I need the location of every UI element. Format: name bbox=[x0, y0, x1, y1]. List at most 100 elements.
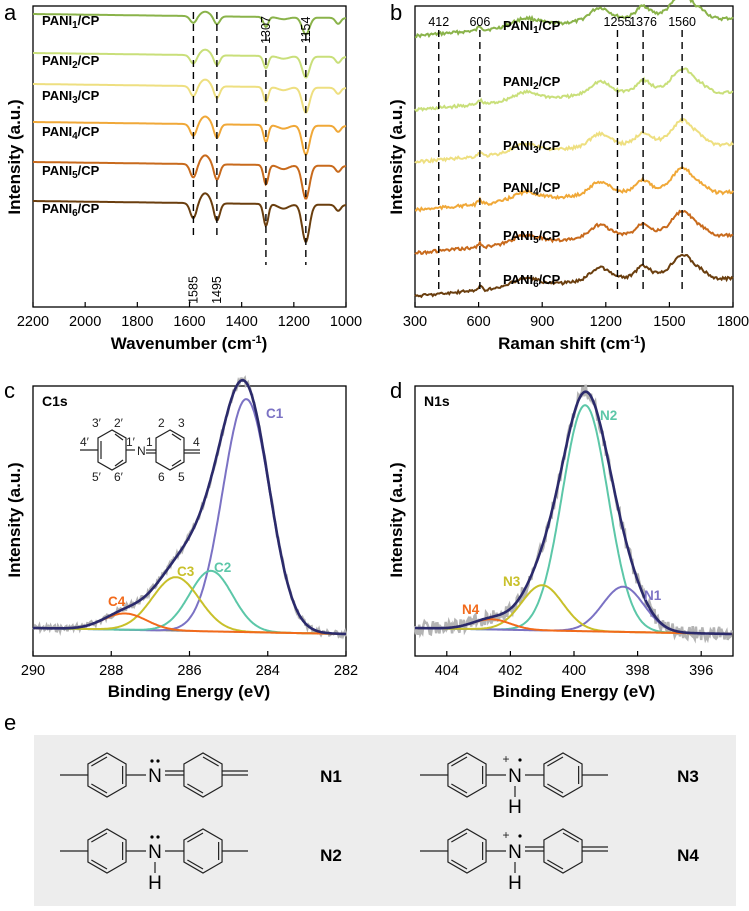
series-label-base: PANI bbox=[503, 138, 533, 153]
panel-label-a: a bbox=[4, 0, 17, 25]
series-label-sub: 2 bbox=[533, 81, 539, 92]
tick-label-d: 398 bbox=[625, 663, 649, 679]
atom-hydrogen: H bbox=[508, 797, 522, 818]
series-label-a: PANI2/CP bbox=[42, 53, 100, 71]
x-axis-title-b: Raman shift (cm-1) bbox=[498, 334, 646, 353]
charge-plus: + bbox=[502, 828, 509, 842]
double-bond bbox=[451, 859, 468, 870]
series-label-base: PANI bbox=[503, 272, 533, 287]
series-line-b bbox=[414, 0, 734, 39]
double-bond bbox=[451, 756, 468, 767]
inset-label: 2 bbox=[158, 416, 165, 430]
double-bond bbox=[91, 859, 108, 870]
series-line-b bbox=[414, 209, 734, 256]
charge-plus: + bbox=[502, 752, 509, 766]
inset-double-bond bbox=[171, 459, 182, 467]
series-label-sub: 2 bbox=[72, 60, 78, 71]
inset-molecule bbox=[80, 429, 200, 471]
tick-label-b: 300 bbox=[403, 314, 427, 330]
inset-label: 6′ bbox=[114, 470, 124, 484]
tick-label-d: 402 bbox=[498, 663, 522, 679]
series-label-base: PANI bbox=[42, 88, 72, 103]
series-label-tail: /CP bbox=[78, 124, 100, 139]
series-line-b bbox=[414, 117, 734, 165]
series-label-sub: 4 bbox=[533, 187, 539, 198]
atom-nitrogen: N bbox=[508, 766, 522, 787]
panel-d: d N2 N1 N3 N4 404 402 400 398 396 N1s Intensity… bbox=[387, 378, 734, 701]
double-bond bbox=[547, 859, 564, 870]
series-label-tail: /CP bbox=[539, 138, 561, 153]
benzene-ring bbox=[447, 828, 487, 874]
benzene-ring bbox=[543, 828, 583, 874]
benzene-ring bbox=[183, 752, 223, 798]
double-bond bbox=[187, 783, 204, 794]
tick-label-b: 1800 bbox=[717, 314, 749, 330]
tick-label-a: 1600 bbox=[173, 314, 205, 330]
x-axis-title-d: Binding Energy (eV) bbox=[493, 682, 655, 701]
series-label-b: PANI5/CP bbox=[503, 228, 561, 246]
series-label-base: PANI bbox=[42, 163, 72, 178]
x-ticks-d: 404 402 400 398 396 bbox=[435, 651, 713, 679]
structure-label: N2 bbox=[320, 846, 342, 865]
y-axis-title-d: Intensity (a.u.) bbox=[387, 462, 406, 577]
series-label-tail: /CP bbox=[539, 272, 561, 287]
x-ticks-a: 2200 2000 1800 1600 1400 1200 1000 bbox=[17, 302, 362, 330]
peak-markers-a: 1585 1495 1307 1154 bbox=[186, 12, 313, 304]
double-bond bbox=[451, 783, 468, 794]
series-label-base: PANI bbox=[503, 180, 533, 195]
atom-nitrogen: N bbox=[148, 766, 162, 787]
inset-label: 3 bbox=[178, 416, 185, 430]
series-label-b: PANI6/CP bbox=[503, 272, 561, 290]
inset-label: 4 bbox=[193, 435, 200, 449]
inset-ring-right bbox=[155, 429, 185, 471]
chart-title-c: C1s bbox=[42, 393, 68, 409]
lone-pair-dot bbox=[156, 759, 160, 763]
radical-dot bbox=[518, 834, 522, 838]
peak-label-a: 1495 bbox=[210, 276, 224, 304]
benzene-ring bbox=[87, 752, 127, 798]
component-label-C2: C2 bbox=[214, 560, 231, 575]
series-label-tail: /CP bbox=[539, 74, 561, 89]
double-bond bbox=[202, 756, 219, 767]
y-axis-title-c: Intensity (a.u.) bbox=[5, 462, 24, 577]
atom-nitrogen: N bbox=[148, 842, 162, 863]
radical-dot bbox=[518, 758, 522, 762]
series-label-base: PANI bbox=[503, 18, 533, 33]
series-label-sub: 6 bbox=[533, 279, 539, 290]
structure-label: N1 bbox=[320, 767, 342, 786]
x-ticks-b: 300 600 900 1200 1500 1800 bbox=[403, 302, 749, 330]
series-label-base: PANI bbox=[42, 53, 72, 68]
y-axis-title-b: Intensity (a.u.) bbox=[387, 99, 406, 214]
series-label-a: PANI4/CP bbox=[42, 124, 100, 142]
plot-frame-a bbox=[32, 5, 347, 308]
chart-title-d: N1s bbox=[424, 393, 450, 409]
series-line-a bbox=[33, 48, 347, 79]
panel-label-e: e bbox=[4, 710, 16, 735]
inset-label: 1′ bbox=[126, 435, 136, 449]
series-line-b bbox=[414, 166, 734, 213]
inset-double-bond bbox=[114, 459, 124, 467]
y-axis-title-a: Intensity (a.u.) bbox=[5, 99, 24, 214]
tick-label-a: 1400 bbox=[226, 314, 258, 330]
double-bond bbox=[91, 832, 108, 843]
tick-label-c: 284 bbox=[256, 663, 280, 679]
series-label-tail: /CP bbox=[78, 88, 100, 103]
inset-double-bond bbox=[114, 433, 124, 441]
lone-pair-dot bbox=[150, 835, 154, 839]
peak-label-b: 1255 bbox=[604, 15, 632, 29]
series-label-sub: 3 bbox=[533, 145, 539, 156]
benzene-ring bbox=[183, 828, 223, 874]
double-bond bbox=[91, 756, 108, 767]
series-line-a bbox=[33, 10, 347, 36]
tick-label-a: 2000 bbox=[69, 314, 101, 330]
x-axis-title-a: Wavenumber (cm-1) bbox=[111, 334, 268, 353]
tick-label-c: 282 bbox=[334, 663, 358, 679]
tick-label-d: 396 bbox=[689, 663, 713, 679]
benzene-ring bbox=[87, 828, 127, 874]
double-bond bbox=[562, 832, 579, 843]
double-bond bbox=[451, 832, 468, 843]
envelope-d bbox=[415, 390, 732, 636]
